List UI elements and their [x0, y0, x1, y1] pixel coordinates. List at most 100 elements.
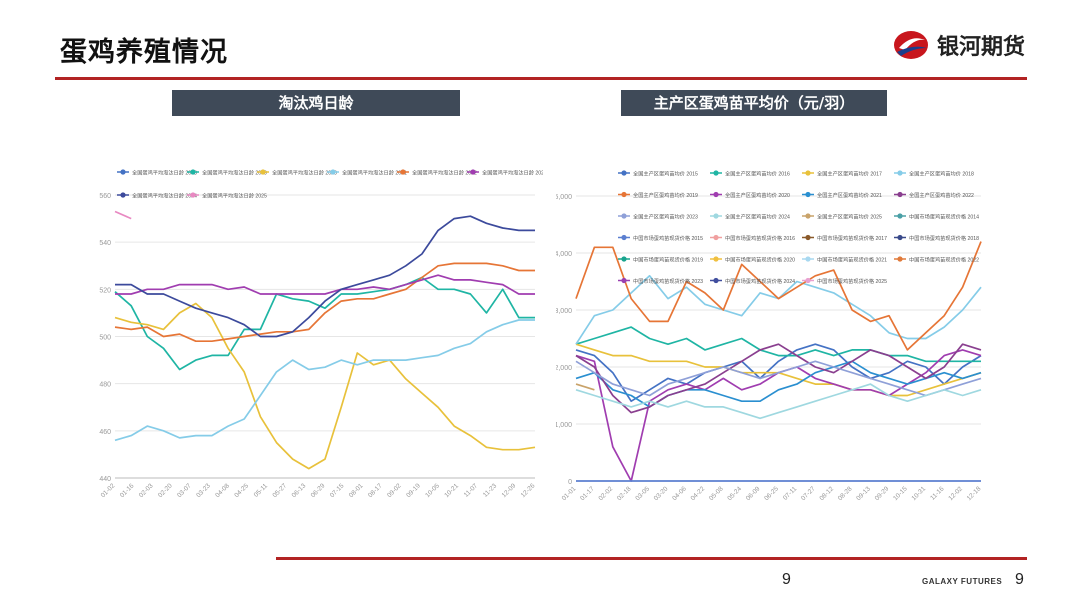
legend-marker: [805, 277, 811, 284]
legend-marker: [260, 169, 266, 175]
legend-label: 中国市场蛋鸡苗现货价格 2018: [909, 234, 979, 242]
legend-marker: [330, 169, 336, 175]
legend-label: 全国主产区蛋鸡苗均价 2022: [909, 191, 974, 199]
x-tick-label: 06-13: [291, 482, 308, 499]
cull-age-chart: 440 460 480 500 520 540 560 01-02 01-16 02-03 02-2…: [99, 169, 543, 500]
legend-label: 中国市场蛋鸡苗现货价格 2024: [725, 277, 795, 285]
legend-label: 全国蛋鸡平均淘汰日龄 2023: [482, 169, 543, 177]
x-tick-label: 09-29: [874, 485, 891, 502]
series-line-2: [575, 343, 982, 397]
x-tick-label: 08-28: [837, 485, 854, 502]
page-number-right: 9: [1015, 571, 1024, 588]
x-tick-label: 06-25: [763, 485, 780, 502]
legend-marker: [400, 169, 406, 175]
header-divider: [55, 77, 1027, 80]
slide-title: 蛋鸡养殖情况: [60, 37, 228, 68]
y-tick-label: 560: [99, 193, 111, 200]
series-line-1: [114, 276, 535, 371]
legend-label: 全国主产区蛋鸡苗均价 2020: [725, 191, 790, 199]
legend-label: 中国市场蛋鸡苗现货价格 2016: [725, 234, 795, 242]
x-tick-label: 10-15: [892, 485, 909, 502]
x-tick-label: 09-13: [855, 485, 872, 502]
y-tick-label: 2,000: [556, 365, 572, 372]
legend-label: 全国蛋鸡平均淘汰日龄 2021: [342, 169, 407, 177]
y-tick-label: 440: [99, 476, 111, 483]
x-tick-label: 07-27: [800, 485, 817, 502]
legend-label: 全国主产区蛋鸡苗均价 2019: [633, 191, 698, 199]
x-tick-label: 04-22: [690, 485, 707, 502]
legend-label: 全国主产区蛋鸡苗均价 2017: [817, 170, 882, 178]
legend-marker: [713, 191, 719, 198]
x-tick-label: 03-05: [634, 485, 651, 502]
page-number-center: 9: [782, 571, 791, 588]
legend-marker: [470, 169, 476, 175]
series-line-6: [575, 360, 982, 408]
x-tick-label: 12-18: [966, 485, 983, 502]
x-tick-label: 08-01: [348, 482, 365, 499]
legend-label: 中国市场蛋鸡苗现货价格 2025: [817, 277, 887, 285]
legend-marker: [120, 169, 126, 175]
y-tick-label: 540: [99, 240, 111, 247]
legend-marker: [805, 191, 811, 198]
legend-marker: [621, 191, 627, 198]
legend-marker: [713, 256, 719, 262]
series-line-3: [114, 319, 535, 442]
legend-label: 全国主产区蛋鸡苗均价 2024: [725, 213, 790, 221]
legend-label: 全国主产区蛋鸡苗均价 2015: [633, 170, 698, 178]
x-tick-label: 09-02: [386, 482, 403, 499]
x-tick-label: 05-27: [272, 482, 289, 499]
legend-label: 全国蛋鸡平均淘汰日龄 2019: [202, 169, 267, 177]
y-tick-label: 5,000: [556, 194, 572, 201]
series-line-4: [114, 262, 535, 343]
legend-marker: [805, 170, 811, 176]
x-tick-label: 06-09: [745, 485, 762, 502]
legend-marker: [621, 234, 627, 241]
legend-marker: [621, 256, 627, 262]
x-tick-label: 12-26: [520, 482, 537, 499]
legend-label: 全国主产区蛋鸡苗均价 2016: [725, 170, 790, 178]
right-panel-title: 主产区蛋鸡苗平均价（元/羽）: [621, 90, 887, 116]
legend-marker: [713, 277, 719, 284]
y-tick-label: 520: [99, 287, 111, 294]
x-tick-label: 10-21: [443, 482, 460, 499]
legend-marker: [713, 170, 719, 176]
series-line-4: [575, 241, 982, 351]
legend-label: 中国市场蛋鸡苗现货价格 2014: [909, 213, 979, 221]
y-tick-label: 4,000: [556, 251, 572, 258]
series-line-5: [115, 274, 535, 295]
series-line-2: [114, 302, 536, 470]
x-tick-label: 04-08: [214, 482, 231, 499]
legend-label: 全国蛋鸡平均淘汰日龄 2022: [412, 169, 477, 177]
galaxy-logo-icon: [893, 31, 928, 59]
legend-marker: [713, 234, 719, 241]
x-tick-label: 02-03: [138, 482, 155, 499]
y-tick-label: 480: [99, 382, 111, 389]
x-tick-label: 10-05: [424, 482, 441, 499]
series-line-6: [115, 215, 535, 338]
legend-marker: [621, 170, 627, 176]
legend-label: 中国市场蛋鸡苗现货价格 2022: [909, 256, 979, 264]
legend-label: 全国主产区蛋鸡苗均价 2018: [909, 170, 974, 178]
legend-marker: [190, 169, 196, 175]
series-line-5: [575, 349, 982, 482]
x-tick-label: 02-02: [598, 485, 615, 502]
x-tick-label: 01-02: [100, 482, 117, 499]
x-tick-label: 03-23: [195, 482, 212, 499]
x-tick-label: 05-11: [253, 482, 270, 499]
x-tick-label: 02-20: [157, 482, 174, 499]
y-tick-label: 1,000: [556, 422, 572, 429]
x-tick-label: 01-17: [579, 485, 596, 502]
footer-divider: [276, 557, 1027, 560]
legend-marker: [120, 192, 126, 198]
x-tick-label: 08-17: [367, 482, 384, 499]
x-tick-label: 05-08: [708, 485, 725, 502]
legend-label: 全国蛋鸡平均淘汰日龄 2025: [202, 192, 267, 200]
legend-marker: [805, 234, 811, 241]
x-tick-label: 09-19: [405, 482, 422, 499]
x-tick-label: 12-02: [947, 485, 964, 502]
legend-label: 全国蛋鸡平均淘汰日龄 2020: [272, 169, 337, 177]
y-tick-label: 500: [99, 335, 111, 342]
legend-marker: [897, 234, 903, 241]
y-tick-label: 0: [568, 479, 572, 486]
legend-marker: [897, 191, 903, 198]
